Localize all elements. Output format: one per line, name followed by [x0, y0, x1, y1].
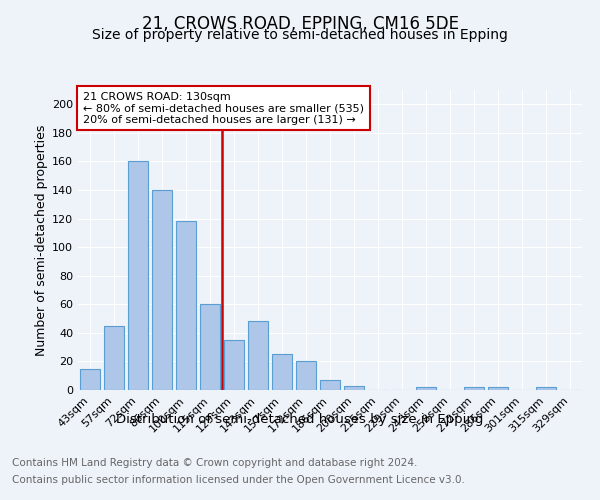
- Bar: [224, 340, 244, 390]
- Bar: [416, 387, 436, 390]
- Bar: [320, 380, 340, 390]
- Bar: [104, 326, 124, 390]
- Text: Contains public sector information licensed under the Open Government Licence v3: Contains public sector information licen…: [12, 475, 465, 485]
- Bar: [296, 362, 316, 390]
- Y-axis label: Number of semi-detached properties: Number of semi-detached properties: [35, 124, 48, 356]
- Bar: [464, 387, 484, 390]
- Bar: [488, 387, 508, 390]
- Bar: [128, 162, 148, 390]
- Bar: [248, 322, 268, 390]
- Bar: [152, 190, 172, 390]
- Text: Distribution of semi-detached houses by size in Epping: Distribution of semi-detached houses by …: [116, 412, 484, 426]
- Bar: [536, 387, 556, 390]
- Text: Contains HM Land Registry data © Crown copyright and database right 2024.: Contains HM Land Registry data © Crown c…: [12, 458, 418, 468]
- Text: Size of property relative to semi-detached houses in Epping: Size of property relative to semi-detach…: [92, 28, 508, 42]
- Bar: [344, 386, 364, 390]
- Bar: [272, 354, 292, 390]
- Bar: [176, 222, 196, 390]
- Bar: [80, 368, 100, 390]
- Bar: [200, 304, 220, 390]
- Text: 21, CROWS ROAD, EPPING, CM16 5DE: 21, CROWS ROAD, EPPING, CM16 5DE: [142, 15, 458, 33]
- Text: 21 CROWS ROAD: 130sqm
← 80% of semi-detached houses are smaller (535)
20% of sem: 21 CROWS ROAD: 130sqm ← 80% of semi-deta…: [83, 92, 364, 124]
